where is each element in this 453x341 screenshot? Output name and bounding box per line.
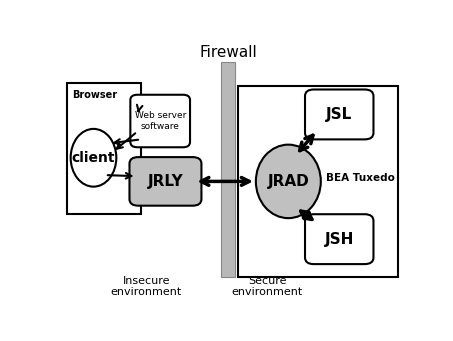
Text: JSH: JSH bbox=[324, 232, 354, 247]
Text: Insecure
environment: Insecure environment bbox=[111, 276, 182, 297]
Bar bbox=[238, 86, 398, 277]
Text: JSL: JSL bbox=[326, 107, 352, 122]
Bar bbox=[67, 83, 141, 214]
Text: BEA Tuxedo: BEA Tuxedo bbox=[326, 173, 395, 182]
Text: Web server
software: Web server software bbox=[135, 111, 186, 131]
FancyBboxPatch shape bbox=[305, 89, 373, 139]
Text: Secure
environment: Secure environment bbox=[231, 276, 303, 297]
FancyBboxPatch shape bbox=[130, 95, 190, 147]
Ellipse shape bbox=[256, 145, 321, 218]
Text: JRLY: JRLY bbox=[148, 174, 183, 189]
Ellipse shape bbox=[71, 129, 116, 187]
FancyBboxPatch shape bbox=[130, 157, 202, 206]
Text: Browser: Browser bbox=[72, 90, 117, 100]
FancyBboxPatch shape bbox=[305, 214, 373, 264]
Text: client: client bbox=[72, 151, 115, 165]
Bar bbox=[221, 62, 235, 277]
Text: JRAD: JRAD bbox=[267, 174, 309, 189]
Text: Firewall: Firewall bbox=[199, 45, 257, 60]
